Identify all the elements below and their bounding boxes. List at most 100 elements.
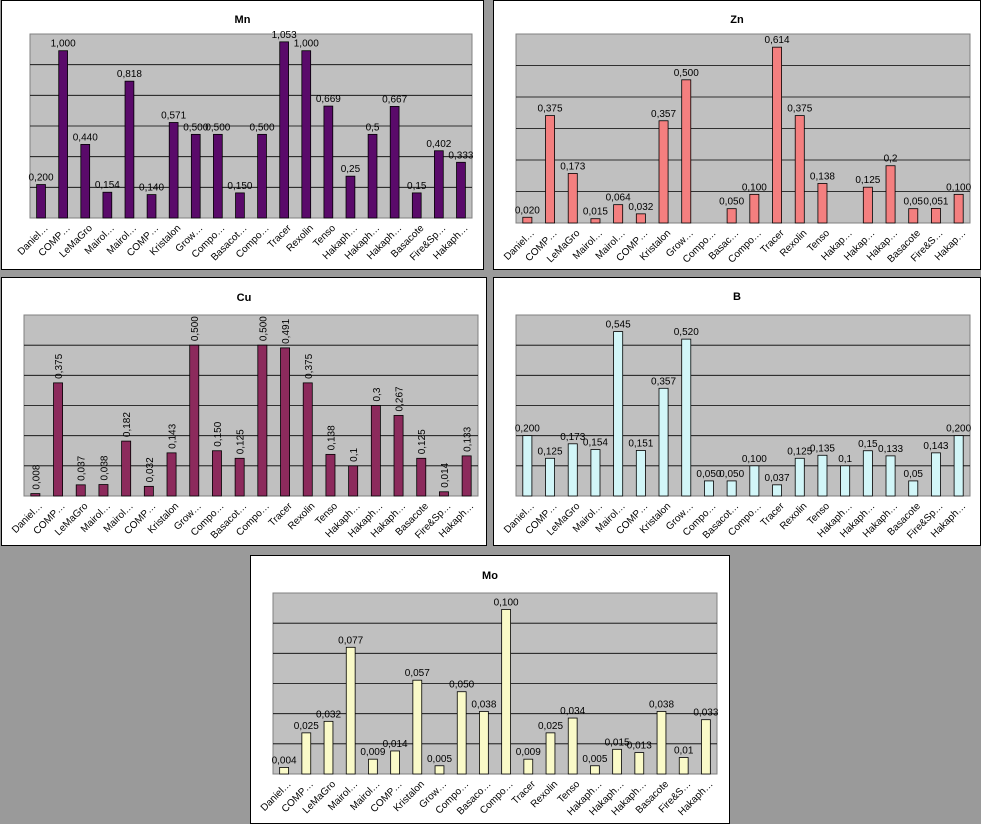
chart-panel-mo: Mo 0,004 Daniel… 0,025 COMP… 0,032 LeMaGro 0,07… (250, 555, 730, 824)
data-label: 0,5 (366, 122, 380, 133)
bar (613, 204, 624, 224)
chart-panel-zn: Zn 0,020 Daniel… 0,375 COMP… 0,173 LeMaGro 0,01… (493, 0, 981, 270)
data-label: 0,143 (168, 423, 179, 448)
data-label: 0,037 (765, 473, 790, 484)
chart-zn: Zn0,020Daniel…0,375COMP…0,173LeMaGro0,01… (502, 14, 971, 266)
bar (456, 691, 467, 775)
data-label: 0,1 (838, 454, 852, 465)
data-label: 0,020 (515, 205, 540, 216)
data-label: 0,545 (606, 320, 631, 331)
bar (411, 192, 422, 219)
bar (634, 752, 645, 775)
data-label: 0,005 (582, 754, 607, 765)
data-label: 0,025 (294, 721, 319, 732)
data-label: 0,500 (258, 316, 269, 341)
data-label: 0,013 (627, 741, 652, 752)
chart-panel-cu: Cu 0,008 Daniel… 0,375 COMP… 0,037 LeMaGro 0,03… (1, 277, 487, 546)
bar (301, 50, 312, 219)
data-label: 0,15 (407, 181, 427, 192)
bar (908, 208, 919, 224)
bar (146, 194, 157, 219)
data-label: 0,125 (236, 429, 247, 454)
chart-cu: Cu0,008Daniel…0,375COMP…0,037LeMaGro0,03… (10, 292, 479, 541)
data-label: 0,050 (719, 469, 744, 480)
data-label: 0,125 (538, 446, 563, 457)
data-label: 0,133 (463, 426, 474, 451)
bar (590, 218, 601, 224)
data-label: 0,009 (360, 747, 385, 758)
bar (794, 115, 805, 224)
data-label: 0,500 (190, 316, 201, 341)
data-label: 0,333 (448, 150, 473, 161)
bar (479, 711, 489, 775)
data-label: 0,667 (382, 94, 407, 105)
data-label: 0,140 (139, 183, 164, 194)
bar (461, 455, 472, 497)
data-label: 0,614 (765, 35, 790, 46)
data-label: 0,154 (583, 438, 608, 449)
data-label: 0,402 (426, 139, 451, 150)
bar (931, 452, 941, 497)
data-label: 0,133 (878, 444, 903, 455)
chart-b: B0,200Daniel…0,125COMP…0,173LeMaGro0,154… (502, 291, 971, 541)
data-label: 0,150 (213, 421, 224, 446)
data-label: 0,125 (855, 175, 880, 186)
data-label: 0,125 (417, 429, 428, 454)
data-label: 1,053 (272, 30, 297, 41)
data-label: 0,038 (471, 699, 496, 710)
chart-mo: Mo0,004Daniel…0,025COMP…0,032LeMaGro0,07… (259, 570, 719, 818)
bar (522, 216, 533, 224)
bar (325, 453, 336, 497)
data-label: 0,375 (787, 104, 812, 115)
bar (953, 435, 964, 497)
bar (590, 765, 600, 775)
bar (434, 150, 444, 219)
chart-title: Mn (235, 14, 251, 26)
bar (345, 646, 356, 775)
data-label: 0,057 (405, 668, 430, 679)
bar (681, 338, 692, 497)
bar (772, 484, 782, 497)
bar (257, 344, 268, 497)
data-label: 0,004 (272, 755, 297, 766)
data-label: 0,520 (674, 327, 699, 338)
bar (235, 192, 245, 219)
bar (53, 382, 63, 497)
data-label: 0,138 (810, 171, 835, 182)
data-label: 1,000 (294, 39, 319, 50)
data-label: 0,033 (693, 708, 718, 719)
data-label: 0,500 (183, 122, 208, 133)
bar (434, 765, 445, 775)
bar (390, 750, 400, 775)
bar (102, 191, 113, 219)
bar (522, 435, 533, 497)
data-label: 0,818 (117, 69, 142, 80)
bar (166, 452, 177, 497)
bar (726, 208, 737, 224)
bar (345, 175, 356, 219)
bar (367, 133, 378, 219)
chart-title: Cu (237, 292, 252, 304)
bar (212, 450, 222, 497)
data-label: 0,008 (31, 464, 42, 489)
data-label: 0,100 (742, 454, 767, 465)
bar (862, 450, 873, 497)
data-label: 0,064 (606, 193, 631, 204)
data-label: 0,014 (383, 739, 408, 750)
bar (567, 443, 578, 497)
data-label: 0,1 (349, 447, 360, 461)
bar (189, 344, 200, 497)
data-label: 0,100 (494, 597, 519, 608)
bar (80, 143, 91, 219)
bar (280, 347, 290, 497)
bar (862, 186, 873, 224)
bar (412, 679, 423, 775)
data-label: 0,491 (281, 318, 292, 343)
data-label: 0,135 (810, 443, 835, 454)
data-label: 0,100 (742, 182, 767, 193)
bar (656, 711, 667, 775)
data-label: 0,050 (719, 197, 744, 208)
bar (523, 758, 534, 775)
bar (121, 440, 132, 497)
chart-panel-mn: Mn 0,200 Daniel… 1,000 COMP… 0,440 LeMaGro 0,15… (1, 0, 484, 270)
